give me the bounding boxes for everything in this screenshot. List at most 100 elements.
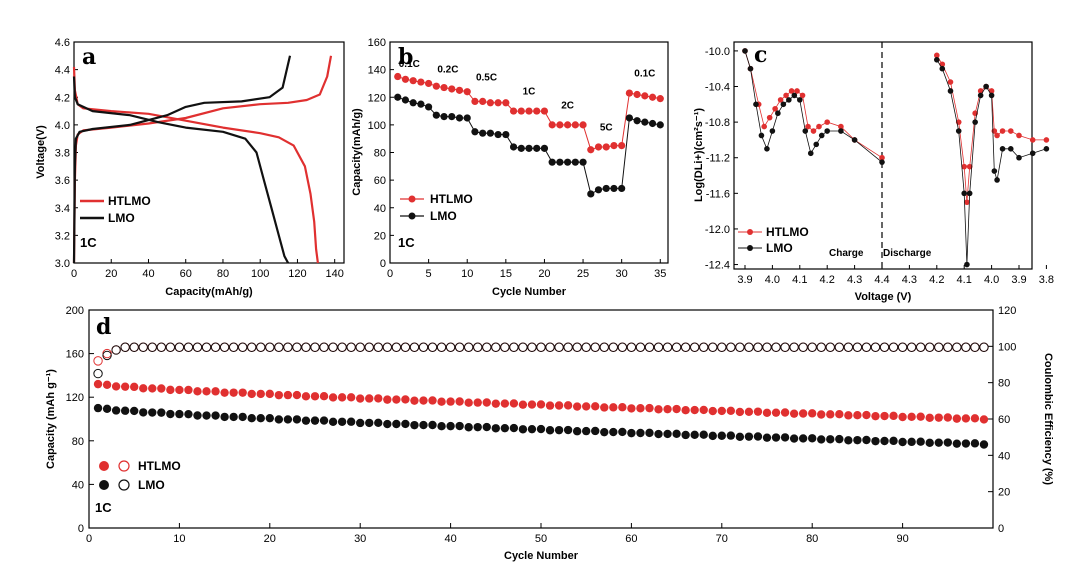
lmo-capacity-point xyxy=(428,420,437,430)
lmo-capacity-point xyxy=(780,433,790,442)
lmo-capacity-point xyxy=(663,429,672,439)
lmo-point xyxy=(747,65,754,72)
htlmo-discharge-curve xyxy=(72,66,319,264)
lmo-capacity-point xyxy=(789,434,799,443)
panel-c-ylabel: Log(DLi+)(cm²s⁻¹) xyxy=(693,108,705,202)
htlmo-capacity-point xyxy=(536,400,546,409)
panel-b-letter: b xyxy=(398,44,413,70)
htlmo-point xyxy=(766,114,773,121)
y2-tick-label: 80 xyxy=(998,378,1010,390)
lmo-capacity-point xyxy=(292,415,302,424)
lmo-capacity-point xyxy=(392,419,401,429)
y2-tick-label: 20 xyxy=(998,487,1010,499)
lmo-ce-point xyxy=(346,342,356,352)
htlmo-capacity-point xyxy=(952,414,962,423)
htlmo-capacity-point xyxy=(120,382,130,391)
x-tick-label: 4.2 xyxy=(929,274,944,286)
lmo-ce-point xyxy=(445,342,456,352)
htlmo-capacity-point xyxy=(473,398,482,407)
x-tick-label: 50 xyxy=(535,533,547,545)
htlmo-capacity-point xyxy=(654,405,663,414)
lmo-discharge-curve xyxy=(72,76,290,264)
y-tick-label: 3.6 xyxy=(55,175,70,187)
htlmo-capacity-point xyxy=(780,408,790,417)
htlmo-capacity-point xyxy=(609,403,618,412)
htlmo-point xyxy=(816,123,822,130)
panel-c-legend: HTLMO LMO xyxy=(738,225,809,255)
lmo-capacity-point xyxy=(817,435,826,444)
panel-d-letter: d xyxy=(96,314,111,340)
htlmo-point xyxy=(1016,132,1022,139)
htlmo-capacity-point xyxy=(518,400,528,409)
lmo-point xyxy=(564,158,572,166)
panel-c-discharge-label: Discharge xyxy=(883,248,932,259)
htlmo-capacity-point xyxy=(175,385,184,395)
lmo-point xyxy=(440,112,448,121)
legend-htlmo-capacity-marker xyxy=(99,461,109,471)
lmo-point xyxy=(742,48,748,54)
lmo-point xyxy=(517,144,525,152)
htlmo-capacity-point xyxy=(527,400,537,409)
lmo-capacity-point xyxy=(871,436,880,446)
lmo-capacity-point xyxy=(410,420,419,430)
y-tick-label: -10.8 xyxy=(705,117,730,129)
lmo-point xyxy=(455,114,464,122)
lmo-point xyxy=(425,103,433,111)
lmo-ce-point xyxy=(897,342,908,352)
htlmo-point xyxy=(1029,137,1036,143)
htlmo-point xyxy=(509,107,518,115)
lmo-point xyxy=(961,190,967,197)
lmo-point xyxy=(769,128,776,134)
lmo-capacity-point xyxy=(943,438,952,447)
htlmo-capacity-point xyxy=(157,384,166,393)
lmo-ce-point xyxy=(753,342,763,352)
htlmo-capacity-point xyxy=(979,415,989,424)
lmo-capacity-point xyxy=(256,413,265,423)
x-tick-label: 100 xyxy=(251,268,269,280)
panel-b: b 1C Cycle Number Capacity(mAh/g) HTLMO … xyxy=(351,37,669,298)
lmo-point xyxy=(602,184,610,193)
lmo-ce-point xyxy=(970,342,980,352)
lmo-capacity-point xyxy=(898,437,907,447)
lmo-capacity-point xyxy=(961,439,971,448)
lmo-ce-point xyxy=(906,342,917,352)
lmo-ce-point xyxy=(147,342,157,352)
htlmo-capacity-point xyxy=(627,404,636,413)
lmo-ce-point xyxy=(219,342,230,352)
rate-label: 0.2C xyxy=(437,64,458,75)
htlmo-point xyxy=(838,123,844,130)
lmo-ce-point xyxy=(717,342,727,352)
panel-b-frame xyxy=(389,41,669,264)
htlmo-capacity-point xyxy=(392,395,401,404)
htlmo-point xyxy=(648,93,657,101)
htlmo-capacity-point xyxy=(365,394,374,403)
x-tick-label: 20 xyxy=(538,268,550,280)
x-tick-label: 40 xyxy=(444,533,456,545)
htlmo-point xyxy=(579,121,587,129)
x-tick-label: 60 xyxy=(180,268,192,280)
lmo-point xyxy=(977,92,984,99)
htlmo-capacity-point xyxy=(437,397,446,406)
lmo-capacity-point xyxy=(907,437,916,447)
lmo-ce-point xyxy=(581,342,591,352)
lmo-ce-point xyxy=(400,342,411,352)
htlmo-capacity-point xyxy=(292,390,302,400)
htlmo-capacity-point xyxy=(717,406,726,416)
x-tick-label: 4.0 xyxy=(984,274,999,286)
panel-a-frame xyxy=(73,41,345,264)
htlmo-capacity-point xyxy=(310,392,320,401)
htlmo-point xyxy=(641,92,649,100)
x-tick-label: 3.9 xyxy=(1011,274,1026,286)
x-tick-label: 4.0 xyxy=(765,274,780,286)
lmo-capacity-point xyxy=(93,403,103,413)
htlmo-point xyxy=(556,121,564,129)
htlmo-point xyxy=(1007,128,1014,134)
legend-lmo-marker xyxy=(408,212,416,220)
lmo-capacity-point xyxy=(419,420,428,430)
htlmo-capacity-point xyxy=(844,411,853,420)
x-tick-label: 0 xyxy=(387,268,393,280)
x-tick-label: 80 xyxy=(217,268,229,280)
lmo-point xyxy=(656,121,664,129)
htlmo-capacity-point xyxy=(274,390,284,400)
htlmo-capacity-point xyxy=(636,404,645,413)
